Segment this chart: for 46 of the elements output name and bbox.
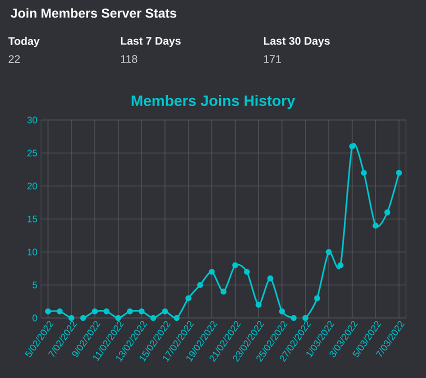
point bbox=[162, 308, 168, 314]
point bbox=[68, 315, 74, 321]
point bbox=[232, 262, 238, 268]
point bbox=[185, 295, 192, 302]
point bbox=[314, 295, 320, 302]
chart-title: Members Joins History bbox=[132, 95, 296, 109]
point bbox=[208, 268, 215, 275]
point bbox=[104, 308, 110, 314]
point bbox=[290, 315, 297, 321]
data-label: 171 bbox=[264, 55, 281, 63]
point bbox=[396, 170, 402, 176]
y-tick-label: 20 bbox=[27, 182, 38, 190]
point bbox=[349, 143, 356, 150]
data-label: 118 bbox=[121, 55, 138, 63]
point bbox=[256, 302, 262, 308]
text: Join Members Server Stats bbox=[10, 8, 176, 18]
point bbox=[126, 308, 133, 314]
point bbox=[220, 288, 226, 295]
point bbox=[384, 209, 390, 216]
point bbox=[80, 315, 86, 321]
point bbox=[92, 308, 98, 314]
point bbox=[197, 282, 204, 288]
point bbox=[372, 222, 379, 229]
category-label: Today bbox=[8, 36, 40, 48]
data-label: 22 bbox=[8, 55, 20, 63]
point bbox=[326, 249, 332, 256]
point bbox=[337, 262, 344, 268]
point bbox=[45, 308, 52, 314]
point bbox=[267, 275, 274, 282]
point bbox=[279, 308, 285, 314]
y-tick-label: 30 bbox=[27, 116, 38, 124]
y-tick-label: 10 bbox=[28, 248, 38, 256]
point bbox=[115, 315, 122, 321]
y-tick-label: 5 bbox=[32, 282, 38, 288]
y-tick-label: 15 bbox=[28, 216, 38, 222]
category-label: Last 7 Days bbox=[120, 37, 181, 47]
y-tick-label: 0 bbox=[32, 314, 38, 322]
y-tick-label: 25 bbox=[27, 150, 38, 156]
category-label: Last 30 Days bbox=[264, 37, 330, 47]
point bbox=[150, 315, 156, 321]
point bbox=[56, 308, 63, 314]
point bbox=[244, 268, 250, 275]
point bbox=[302, 315, 308, 321]
point bbox=[174, 315, 180, 321]
point bbox=[360, 170, 367, 176]
point bbox=[138, 308, 145, 314]
